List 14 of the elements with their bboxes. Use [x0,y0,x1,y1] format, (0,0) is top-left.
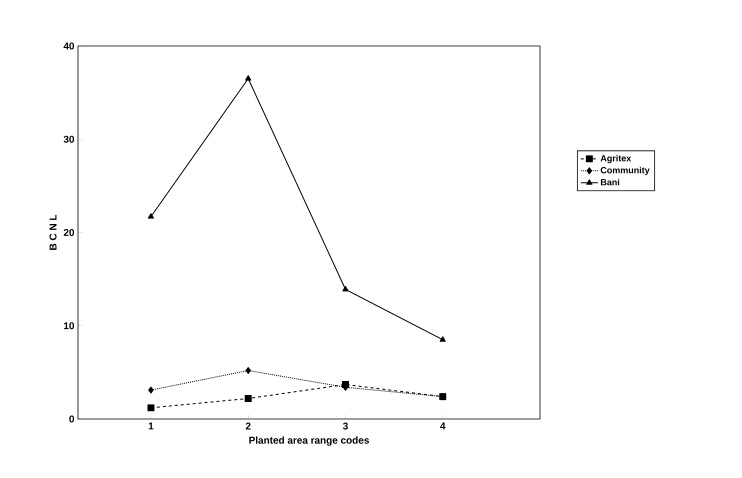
y-tick-label: 30 [64,136,74,143]
x-tick-label: 3 [342,422,348,430]
y-tick-label: 40 [64,42,74,50]
x-axis-title: Planted area range codes [249,436,369,446]
y-tick-label: 0 [69,415,74,423]
x-tick-label: 4 [440,422,446,430]
x-tick-label: 1 [148,422,154,430]
legend-label: Bani [600,178,620,186]
y-axis-title: B C N L [50,214,57,250]
x-tick-label: 2 [246,422,251,430]
legend-label: Community [600,166,650,176]
legend-label: Agritex [600,154,632,164]
y-tick-label: 20 [64,228,74,236]
y-tick-label: 10 [64,322,74,330]
